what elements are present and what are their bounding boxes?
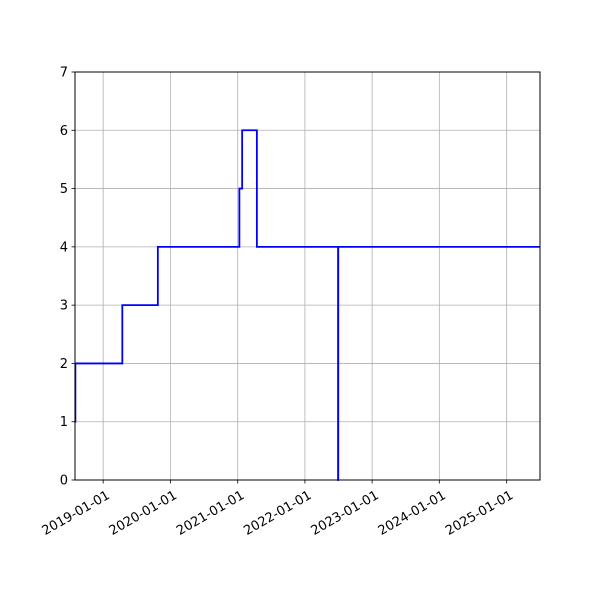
- x-tick-label: 2020-01-01: [107, 488, 180, 539]
- x-axis: 2019-01-012020-01-012021-01-012022-01-01…: [40, 480, 516, 539]
- y-tick-label: 4: [60, 240, 68, 255]
- y-tick-label: 5: [60, 182, 68, 197]
- y-tick-label: 3: [60, 299, 68, 314]
- y-axis: 0 1 2 3 4 5 6 7: [60, 66, 75, 489]
- x-tick-label: 2023-01-01: [309, 488, 382, 539]
- plot-area-background: [75, 72, 540, 480]
- y-tick-label: 2: [60, 357, 68, 372]
- plot-frame: [74, 71, 541, 481]
- y-tick-label: 0: [60, 474, 68, 489]
- x-tick-label: 2024-01-01: [376, 488, 449, 539]
- x-tick-label: 2019-01-01: [40, 488, 113, 539]
- x-tick-label: 2022-01-01: [241, 488, 314, 539]
- y-tick-label: 1: [60, 415, 68, 430]
- x-tick-label: 2021-01-01: [174, 488, 247, 539]
- y-tick-label: 7: [60, 66, 68, 81]
- x-tick-label: 2025-01-01: [443, 488, 516, 539]
- y-tick-label: 6: [60, 124, 68, 139]
